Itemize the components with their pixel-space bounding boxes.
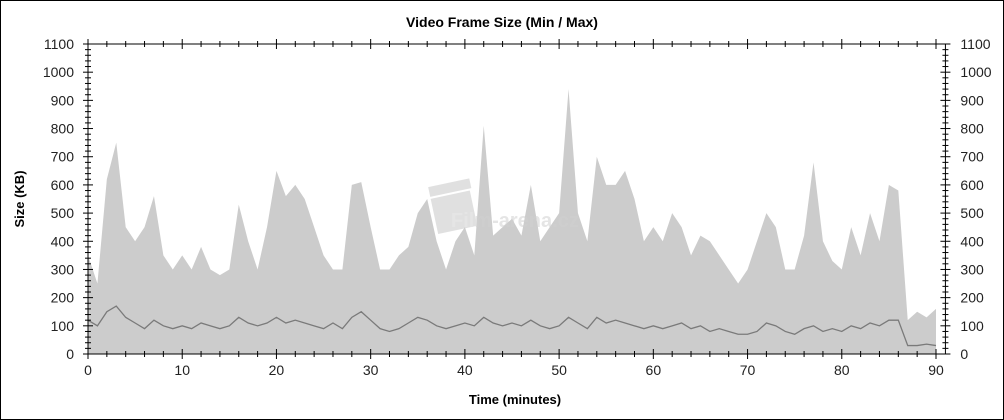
y-tick-label: 1000 (43, 64, 74, 80)
watermark-logo: Film-arena.cz (428, 178, 579, 235)
y-tick-label: 600 (51, 177, 75, 193)
y-tick-label: 500 (51, 205, 75, 221)
x-tick-label: 40 (457, 362, 473, 378)
y-tick-label-right: 0 (960, 346, 968, 362)
x-tick-label: 0 (84, 362, 92, 378)
x-axis-title: Time (minutes) (469, 392, 561, 407)
x-tick-label: 80 (834, 362, 850, 378)
svg-text:Film-arena.cz: Film-arena.cz (451, 210, 579, 232)
x-tick-label: 50 (551, 362, 567, 378)
y-tick-label: 0 (66, 346, 74, 362)
y-tick-label-right: 600 (960, 177, 984, 193)
y-tick-label: 900 (51, 92, 75, 108)
y-tick-label-right: 800 (960, 121, 984, 137)
y-tick-label-right: 200 (960, 290, 984, 306)
x-tick-label: 30 (363, 362, 379, 378)
y-tick-label-right: 400 (960, 233, 984, 249)
y-tick-label-right: 700 (960, 149, 984, 165)
y-tick-label-right: 500 (960, 205, 984, 221)
y-axis-title: Size (KB) (12, 170, 27, 227)
x-tick-label: 10 (174, 362, 190, 378)
y-tick-label: 100 (51, 318, 75, 334)
y-tick-label: 1100 (44, 36, 74, 52)
y-tick-label: 400 (51, 233, 75, 249)
y-tick-label: 700 (51, 149, 75, 165)
max-series-area (88, 89, 936, 354)
x-tick-label: 70 (740, 362, 756, 378)
y-tick-label-right: 300 (960, 261, 984, 277)
x-tick-label: 20 (269, 362, 285, 378)
y-tick-label: 300 (51, 261, 75, 277)
y-tick-label-right: 900 (960, 92, 984, 108)
y-tick-label: 200 (51, 290, 75, 306)
min-series-line (87, 305, 937, 347)
x-tick-label: 90 (928, 362, 944, 378)
chart-title: Video Frame Size (Min / Max) (406, 14, 598, 30)
x-tick-label: 60 (646, 362, 662, 378)
y-tick-label-right: 1000 (960, 64, 991, 80)
y-tick-label-right: 1100 (960, 36, 990, 52)
y-tick-label: 800 (51, 121, 75, 137)
y-tick-label-right: 100 (960, 318, 984, 334)
